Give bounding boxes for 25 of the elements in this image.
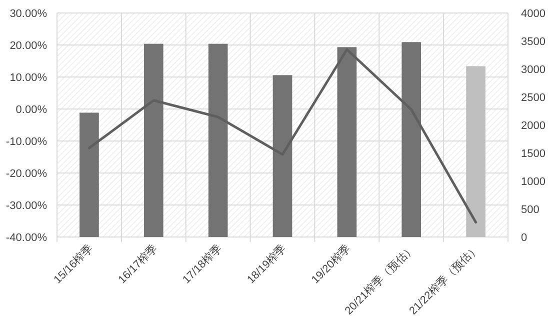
y2-tick-label: 2000 <box>521 120 546 132</box>
bar <box>272 75 292 237</box>
bar <box>402 42 422 237</box>
y2-tick-label: 1500 <box>521 148 546 160</box>
y-tick-label: -10.00% <box>6 136 48 148</box>
y2-tick-label: 1000 <box>521 176 546 188</box>
y-tick-label: 30.00% <box>10 8 48 20</box>
y-tick-label: 10.00% <box>10 72 48 84</box>
line-series <box>88 48 478 224</box>
bar <box>208 44 228 237</box>
y2-tick-label: 4000 <box>521 8 546 20</box>
y2-tick-label: 2500 <box>521 92 546 104</box>
bar <box>144 44 164 237</box>
y2-tick-label: 0 <box>521 232 528 244</box>
y-tick-label: -20.00% <box>6 168 48 180</box>
bar <box>337 47 357 237</box>
y2-tick-label: 3000 <box>521 64 546 76</box>
y-tick-label: 0.00% <box>16 104 48 116</box>
bar <box>466 66 486 237</box>
y-tick-label: 20.00% <box>10 40 48 52</box>
y2-tick-label: 500 <box>521 204 540 216</box>
y2-tick-label: 3500 <box>521 36 546 48</box>
y-tick-label: -30.00% <box>6 200 48 212</box>
bar <box>80 112 99 237</box>
y-tick-label: -40.00% <box>6 232 48 244</box>
